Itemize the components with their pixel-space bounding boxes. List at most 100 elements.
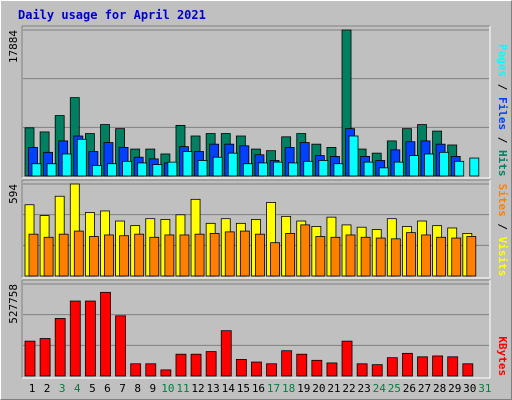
- bar-pages-5: [91, 164, 102, 177]
- x-tick-label: 10: [161, 382, 174, 395]
- bar-pages-27: [424, 153, 434, 177]
- bar-sites-2: [43, 236, 54, 277]
- legend-entry: Visits: [496, 237, 509, 277]
- bar-sites-19: [300, 224, 311, 277]
- x-tick-label: 9: [149, 382, 156, 395]
- bar-kbytes-24: [371, 364, 383, 377]
- bar-sites-24: [375, 237, 386, 277]
- bar-pages-26: [409, 155, 419, 177]
- x-tick-label: 5: [89, 382, 96, 395]
- bar-pages-25: [393, 161, 404, 177]
- bar-sites-11: [179, 234, 190, 277]
- legend-entry: Files: [496, 97, 509, 130]
- x-tick-label: 14: [222, 382, 236, 395]
- panel-hits-files-pages: 17884 Pages / Files / Hits: [7, 25, 509, 179]
- x-tick-label: 4: [74, 382, 81, 395]
- bar-pages-20: [318, 160, 329, 177]
- bar-kbytes-2: [39, 338, 51, 377]
- legend-entry: /: [496, 77, 509, 97]
- bar-pages-29: [454, 160, 465, 177]
- series-pages: [31, 135, 480, 177]
- panel-kbytes: 527758 KBytes: [7, 279, 509, 379]
- bar-sites-27: [421, 234, 431, 277]
- bar-kbytes-10: [160, 369, 172, 377]
- bar-kbytes-11: [175, 353, 187, 377]
- bar-sites-28: [436, 236, 447, 277]
- bar-pages-13: [212, 156, 223, 177]
- x-tick-label: 28: [433, 382, 446, 395]
- bar-pages-18: [288, 162, 299, 177]
- bar-pages-6: [107, 163, 117, 177]
- bar-pages-1: [31, 163, 42, 177]
- bar-sites-29: [451, 237, 462, 277]
- bar-sites-7: [119, 235, 129, 277]
- x-tick-label: 25: [388, 382, 401, 395]
- bar-kbytes-26: [402, 352, 413, 377]
- bar-kbytes-28: [432, 355, 444, 377]
- x-tick-label: 2: [44, 382, 51, 395]
- bar-kbytes-16: [251, 361, 262, 377]
- bar-kbytes-12: [190, 353, 202, 377]
- bar-kbytes-9: [145, 363, 157, 377]
- bar-kbytes-4: [69, 300, 81, 377]
- bar-pages-3: [61, 153, 72, 177]
- bar-sites-25: [390, 238, 401, 277]
- x-tick-label: 31: [478, 382, 491, 395]
- bar-pages-9: [152, 164, 163, 177]
- x-tick-label: 8: [134, 382, 141, 395]
- bar-sites-9: [149, 236, 160, 277]
- bar-pages-2: [46, 163, 57, 177]
- bar-kbytes-20: [311, 359, 323, 377]
- x-tick-label: 26: [403, 382, 416, 395]
- bar-sites-1: [28, 233, 39, 277]
- bar-sites-10: [164, 234, 175, 277]
- x-tick-label: 22: [342, 382, 355, 395]
- bar-sites-21: [330, 236, 341, 277]
- bar-kbytes-6: [100, 291, 111, 377]
- x-tick-label: 18: [282, 382, 295, 395]
- bar-kbytes-3: [54, 318, 66, 377]
- x-tick-label: 1: [29, 382, 36, 395]
- x-tick-label: 3: [59, 382, 66, 395]
- legend-entry: /: [496, 130, 509, 150]
- bar-sites-6: [104, 234, 114, 277]
- x-tick-label: 23: [358, 382, 371, 395]
- bar-sites-26: [406, 232, 416, 277]
- bar-kbytes-25: [386, 357, 398, 377]
- bar-sites-16: [255, 233, 265, 277]
- bar-pages-21: [333, 163, 344, 177]
- bar-kbytes-14: [220, 330, 232, 377]
- bar-pages-19: [303, 160, 314, 177]
- bar-pages-4: [76, 138, 87, 177]
- bar-kbytes-22: [341, 340, 353, 377]
- y-max-label: 594: [7, 184, 20, 204]
- bar-pages-22: [348, 135, 359, 177]
- y-max-label: 527758: [7, 284, 20, 324]
- chart-title: Daily usage for April 2021: [18, 8, 206, 22]
- bar-sites-18: [285, 233, 296, 277]
- x-tick-label: 6: [104, 382, 111, 395]
- bar-pages-24: [378, 167, 389, 177]
- panel-visits-sites: 594 Sites / Visits: [7, 179, 509, 279]
- x-tick-label: 24: [373, 382, 387, 395]
- x-tick-label: 11: [176, 382, 189, 395]
- panel-legend: KBytes: [496, 336, 509, 376]
- bar-sites-15: [239, 230, 250, 277]
- panel-legend: Pages / Files / Hits: [496, 44, 509, 177]
- x-tick-label: 30: [463, 382, 476, 395]
- x-tick-label: 29: [448, 382, 461, 395]
- x-tick-label: 13: [207, 382, 220, 395]
- legend-entry: Sites: [496, 184, 509, 217]
- legend-entry: Hits: [496, 150, 509, 177]
- bar-sites-30: [466, 236, 477, 277]
- bar-sites-4: [73, 230, 84, 277]
- x-tick-label: 16: [252, 382, 265, 395]
- bar-kbytes-29: [447, 356, 459, 377]
- bar-pages-17: [273, 161, 283, 177]
- bar-kbytes-15: [235, 359, 247, 377]
- bar-kbytes-23: [356, 363, 368, 377]
- x-tick-label: 12: [191, 382, 204, 395]
- bar-kbytes-19: [296, 353, 308, 377]
- legend-entry: Pages: [496, 44, 509, 77]
